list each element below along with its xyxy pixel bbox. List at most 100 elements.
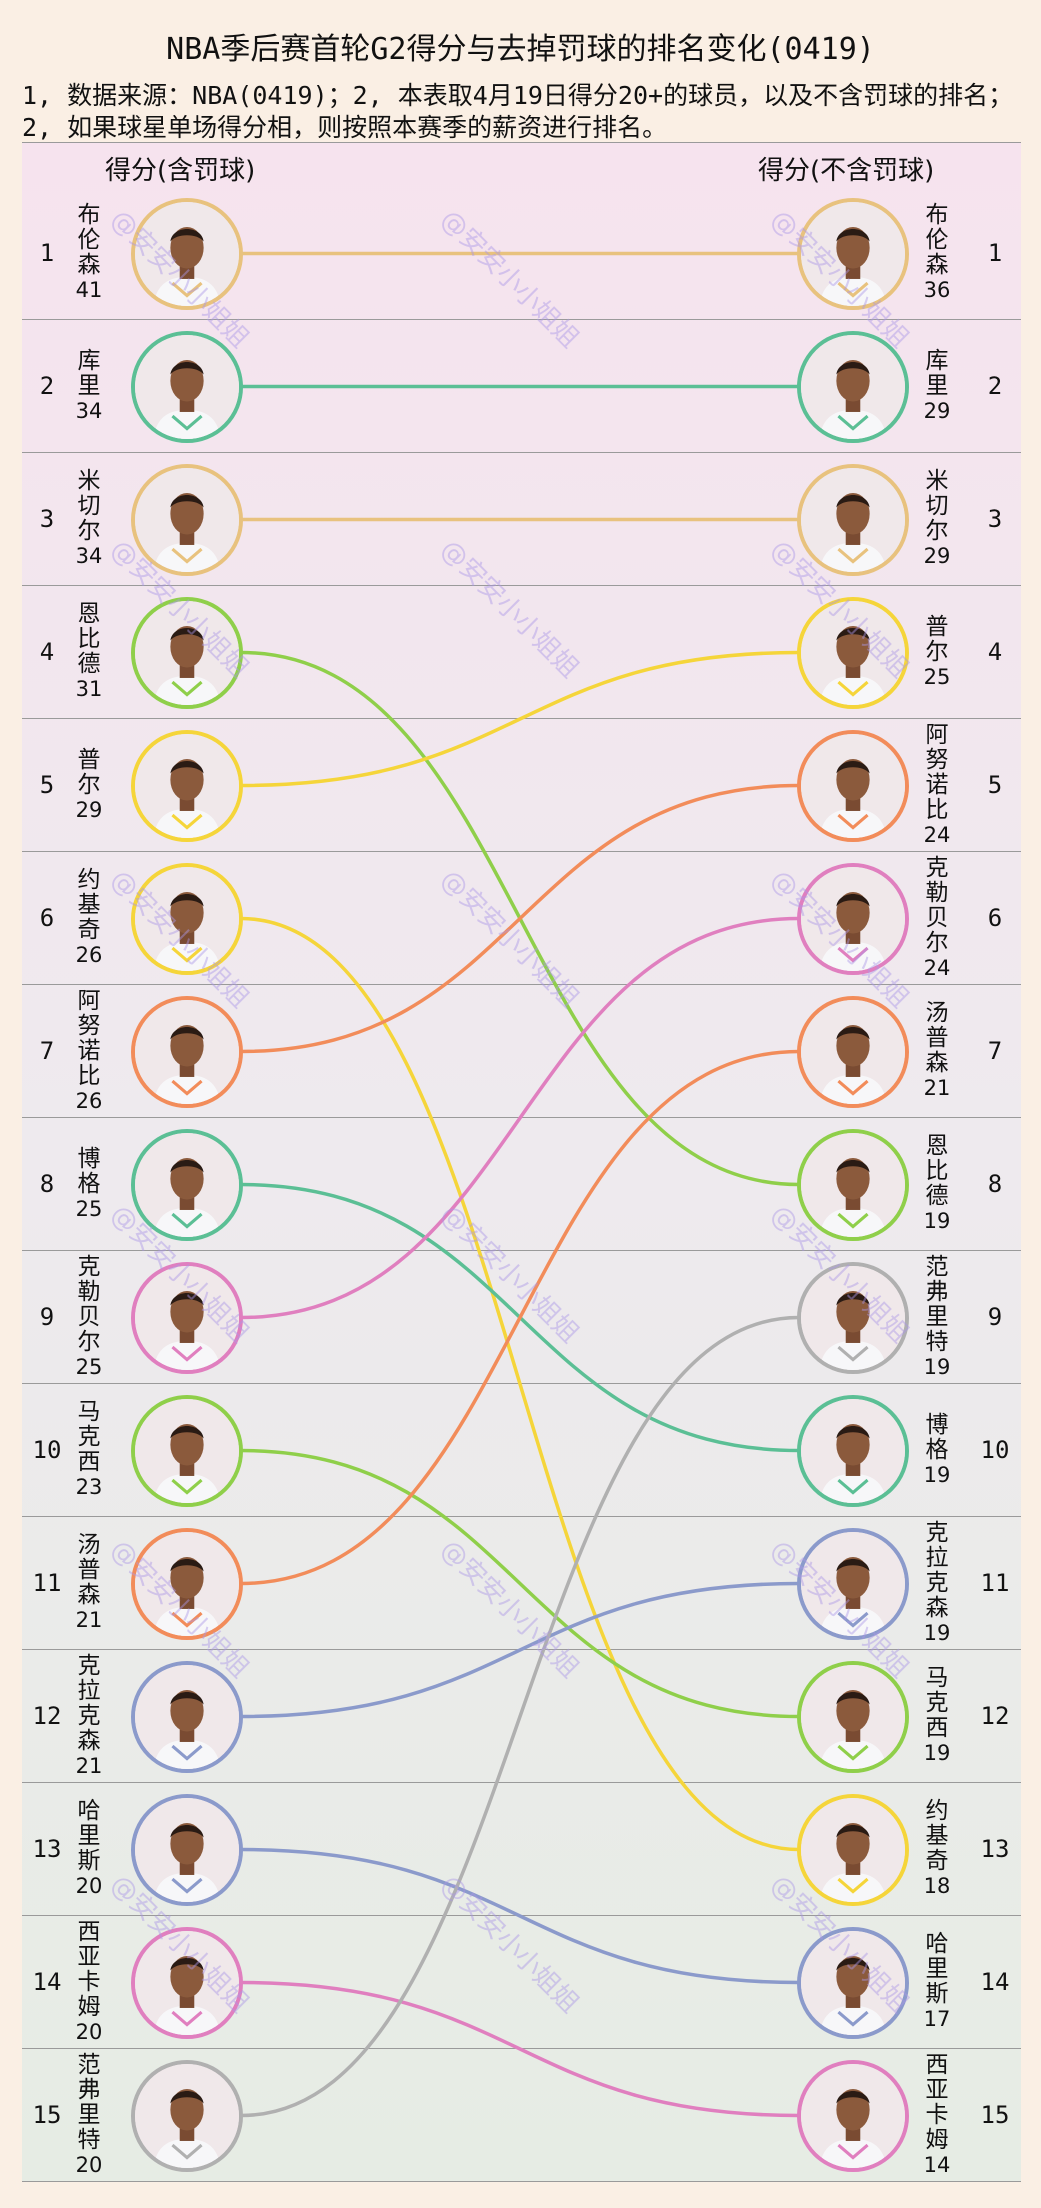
chart-title: NBA季后赛首轮G2得分与去掉罚球的排名变化(0419) [166,32,875,67]
rank-row [22,187,1021,320]
right-player-avatar [797,197,909,310]
left-player-name: 米切尔 [77,468,101,544]
left-player-avatar [131,1128,243,1241]
left-player-score: 20 [75,1874,103,1898]
left-player-name: 恩比德 [77,601,101,677]
right-player-name: 约基奇 [925,1798,949,1874]
right-rank: 2 [987,371,1003,400]
left-player-name: 布伦森 [77,202,101,278]
right-player-name: 克勒贝尔 [925,854,949,956]
right-rank: 1 [987,238,1003,267]
right-player-avatar [797,729,909,842]
right-rank: 6 [987,903,1003,932]
right-player-name: 米切尔 [925,468,949,544]
right-player-name: 克拉克森 [925,1519,949,1621]
left-player-avatar [131,1793,243,1906]
left-rank: 4 [39,637,55,666]
left-player-score: 31 [75,677,103,701]
left-player-avatar [131,1926,243,2039]
right-rank: 3 [987,504,1003,533]
right-rank: 4 [987,637,1003,666]
left-player-score: 34 [75,398,103,423]
right-rank: 13 [980,1834,1010,1863]
right-player-name: 恩比德 [925,1133,949,1209]
right-player-score: 19 [923,1354,951,1379]
left-player-score: 23 [75,1475,103,1499]
right-player-name: 汤普森 [925,1000,949,1076]
right-player-avatar [797,1394,909,1507]
right-player-avatar [797,1128,909,1241]
left-player-score: 20 [75,2019,103,2044]
left-player-score: 21 [75,1608,103,1632]
right-rank: 11 [980,1568,1010,1597]
right-player-score: 19 [923,1620,951,1645]
left-player-avatar [131,1527,243,1640]
left-column-header: 得分(含罚球) [105,156,256,186]
left-player-avatar [131,1261,243,1374]
right-player-score: 14 [923,2152,951,2177]
right-player-avatar [797,2059,909,2172]
left-player-score: 21 [75,1753,103,1778]
right-player-avatar [797,1527,909,1640]
left-rank: 14 [32,1967,62,1996]
left-rank: 11 [32,1568,62,1597]
right-player-name: 布伦森 [925,202,949,278]
right-player-name: 普尔 [925,613,949,665]
left-rank: 7 [39,1036,55,1065]
right-rank: 12 [980,1701,1010,1730]
left-player-name: 普尔 [77,746,101,798]
right-player-avatar [797,1926,909,2039]
left-rank: 6 [39,903,55,932]
left-player-avatar [131,1394,243,1507]
left-player-avatar [131,995,243,1108]
left-player-name: 约基奇 [77,867,101,943]
left-player-avatar [131,729,243,842]
left-player-avatar [131,596,243,709]
right-player-name: 博格 [925,1411,949,1463]
left-rank: 15 [32,2100,62,2129]
left-rank: 10 [32,1435,62,1464]
left-player-name: 克拉克森 [77,1652,101,1754]
right-player-avatar [797,1660,909,1773]
left-rank: 1 [39,238,55,267]
left-player-avatar [131,463,243,576]
right-player-name: 范弗里特 [925,1253,949,1355]
right-player-avatar [797,596,909,709]
left-player-avatar [131,197,243,310]
right-player-score: 17 [923,2007,951,2031]
left-rank: 9 [39,1302,55,1331]
left-player-name: 博格 [77,1145,101,1197]
left-player-score: 41 [75,278,103,302]
right-player-avatar [797,1793,909,1906]
left-player-score: 26 [75,943,103,967]
right-player-score: 36 [923,278,951,302]
left-player-score: 26 [75,1088,103,1113]
right-player-avatar [797,862,909,975]
left-rank: 3 [39,504,55,533]
left-rank: 12 [32,1701,62,1730]
right-player-score: 21 [923,1076,951,1100]
left-player-avatar [131,330,243,443]
right-player-score: 29 [923,398,951,423]
left-player-name: 范弗里特 [77,2051,101,2153]
left-player-score: 25 [75,1354,103,1379]
left-player-name: 哈里斯 [77,1798,101,1874]
left-player-name: 克勒贝尔 [77,1253,101,1355]
right-player-avatar [797,463,909,576]
left-player-name: 马克西 [77,1399,101,1475]
left-rank: 2 [39,371,55,400]
left-player-avatar [131,1660,243,1773]
right-rank: 14 [980,1967,1010,1996]
right-rank: 15 [980,2100,1010,2129]
right-player-avatar [797,995,909,1108]
left-player-name: 阿努诺比 [77,987,101,1089]
right-player-score: 19 [923,1741,951,1765]
left-rank: 5 [39,770,55,799]
right-player-score: 29 [923,544,951,568]
left-player-avatar [131,862,243,975]
rank-row [22,453,1021,586]
left-player-score: 20 [75,2152,103,2177]
rank-row [22,2049,1021,2182]
right-player-score: 25 [923,664,951,689]
right-player-name: 哈里斯 [925,1931,949,2007]
